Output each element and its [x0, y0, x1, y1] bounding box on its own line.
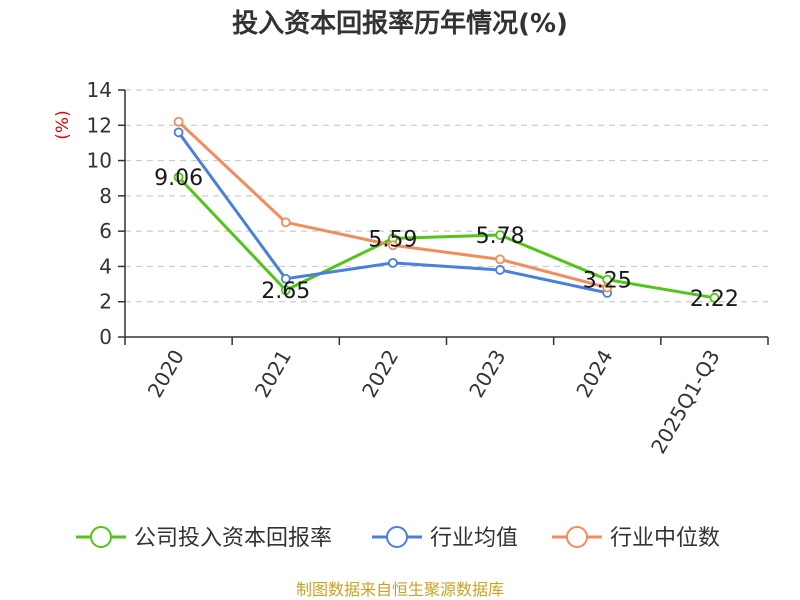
data-point — [495, 265, 505, 275]
data-point — [173, 127, 184, 138]
legend-label: 行业均值 — [430, 526, 518, 551]
series-points — [173, 116, 720, 303]
series-lines — [177, 120, 715, 300]
gridlines — [125, 89, 768, 303]
x-tick-label: 2020 — [143, 346, 189, 402]
y-tick-label: 4 — [99, 254, 112, 278]
series-line — [177, 176, 715, 300]
y-tick-label: 8 — [99, 184, 112, 208]
x-tick-label: 2021 — [250, 346, 296, 402]
data-point — [602, 282, 613, 293]
data-label: 2.22 — [690, 287, 739, 312]
y-tick-labels: 0 2 4 6 8 10 12 14 — [87, 78, 112, 349]
data-point — [495, 230, 505, 240]
y-tick-label: 14 — [87, 78, 112, 102]
x-tick-label: 2023 — [464, 346, 510, 402]
y-axis-label: (%) — [53, 110, 73, 139]
legend-label: 行业中位数 — [610, 526, 720, 551]
x-tick-labels: 2020 2021 2022 2023 2024 2025Q1-Q3 — [143, 346, 725, 458]
data-labels: 9.06 2.65 5.59 5.78 3.25 2.22 — [154, 166, 739, 312]
y-tick-label: 12 — [87, 113, 112, 137]
data-point — [388, 240, 398, 251]
chart-title: 投入资本回报率历年情况(%) — [232, 8, 568, 39]
legend-label: 公司投入资本回报率 — [134, 526, 332, 551]
x-tick-label: 2022 — [357, 346, 403, 402]
x-tick-label: 2025Q1-Q3 — [646, 346, 725, 458]
data-point — [280, 217, 291, 228]
data-label: 9.06 — [154, 166, 203, 191]
series-line — [177, 131, 608, 295]
y-tick-label: 2 — [99, 290, 112, 314]
source-note: 制图数据来自恒生聚源数据库 — [296, 580, 504, 599]
data-label: 2.65 — [261, 279, 310, 304]
legend-marker — [566, 526, 588, 548]
data-label: 5.78 — [476, 224, 525, 249]
data-point — [388, 257, 398, 268]
legend-marker — [386, 526, 408, 548]
data-point — [280, 285, 291, 296]
legend: 公司投入资本回报率 行业均值 行业中位数 — [76, 526, 720, 551]
data-label: 3.25 — [583, 269, 632, 294]
y-tick-label: 10 — [87, 149, 112, 173]
y-tick-label: 6 — [99, 219, 112, 243]
data-point — [173, 116, 184, 127]
data-point — [280, 273, 291, 284]
data-point — [173, 172, 184, 183]
data-label: 5.59 — [368, 227, 417, 252]
axes — [118, 89, 769, 345]
y-tick-label: 0 — [99, 325, 112, 349]
legend-marker — [90, 526, 112, 548]
x-tick-label: 2024 — [571, 346, 617, 402]
data-point — [709, 292, 720, 303]
data-point — [495, 254, 505, 265]
